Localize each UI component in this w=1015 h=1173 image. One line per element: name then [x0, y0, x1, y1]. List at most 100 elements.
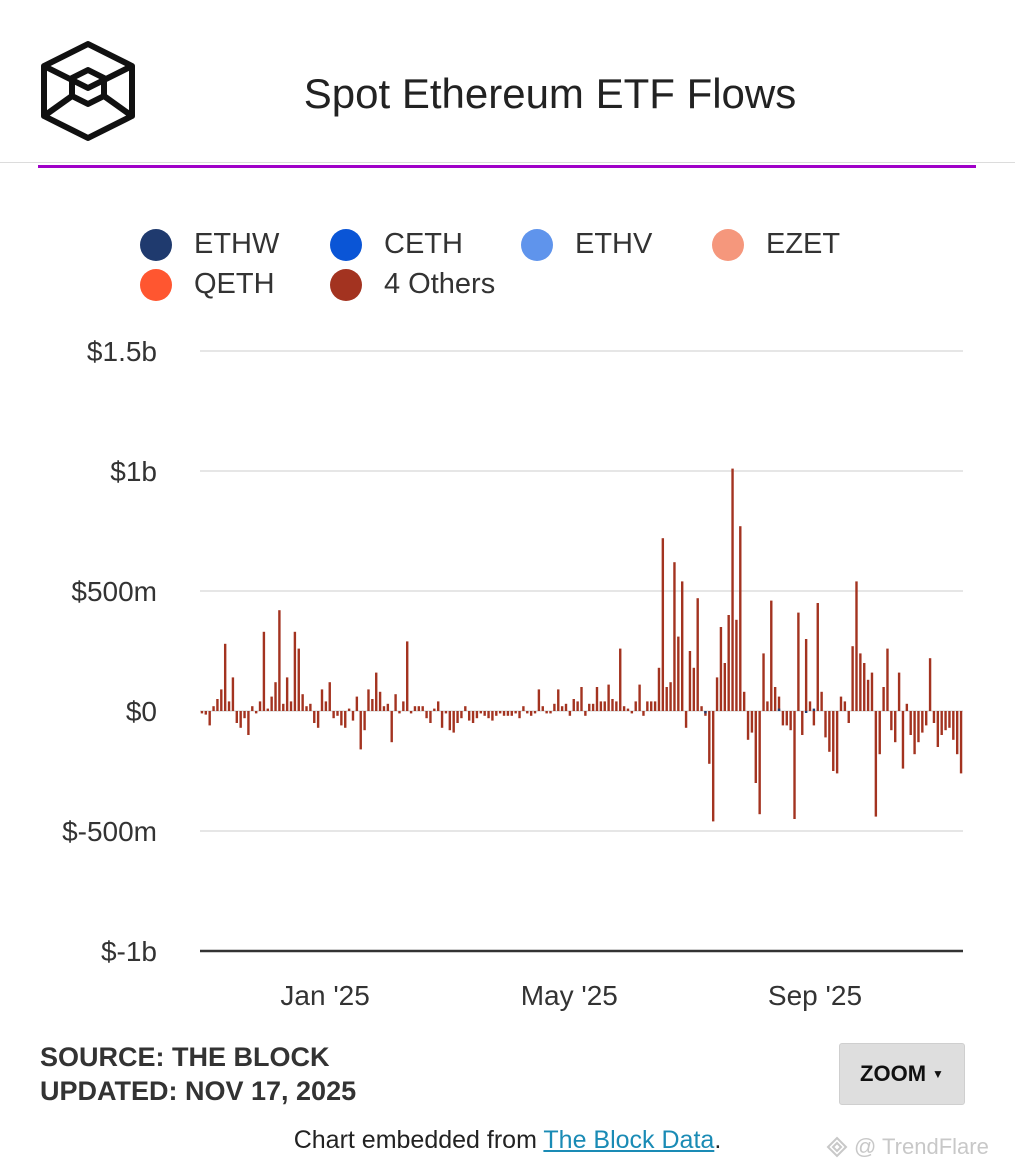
bar-others — [890, 711, 893, 731]
bar-others — [495, 711, 498, 716]
bar-others — [332, 711, 335, 719]
zoom-button[interactable]: ZOOM ▼ — [839, 1043, 965, 1105]
bar-others — [243, 711, 246, 719]
bar-others — [568, 711, 572, 716]
bar-others — [254, 711, 258, 714]
bar-others — [274, 682, 277, 711]
bar-ethw — [812, 708, 816, 711]
y-tick-label: $1.5b — [87, 336, 157, 367]
legend-marker — [140, 268, 172, 301]
bar-others — [359, 711, 362, 750]
legend-label: QETH — [194, 268, 275, 300]
bar-others — [940, 711, 943, 735]
bar-others — [952, 711, 955, 740]
bar-others — [684, 711, 688, 728]
bar-others — [409, 711, 413, 714]
legend-marker — [140, 228, 172, 261]
bar-others — [406, 641, 409, 711]
bar-others — [777, 696, 781, 711]
updated-text: UPDATED: NOV 17, 2025 — [40, 1076, 357, 1106]
bar-others — [843, 701, 847, 711]
bar-others — [533, 711, 537, 714]
source-block: SOURCE: THE BLOCK UPDATED: NOV 17, 2025 — [40, 1040, 356, 1108]
bar-others — [700, 706, 703, 711]
bar-others — [375, 672, 378, 711]
bar-others — [611, 699, 614, 711]
bar-others — [773, 687, 777, 711]
bar-others — [444, 711, 448, 714]
bar-others — [526, 711, 529, 714]
bar-others — [622, 706, 626, 711]
embed-prefix: Chart embedded from — [293, 1126, 544, 1154]
bar-others — [646, 701, 649, 711]
bar-others — [464, 706, 467, 711]
embed-suffix: . — [714, 1126, 722, 1154]
bar-others — [270, 696, 273, 711]
x-tick-label: Sep '25 — [768, 980, 862, 1011]
legend-marker — [330, 228, 362, 261]
flows-bar-chart[interactable]: $1.5b $1b $500m $0 $-500m $-1b Jan '25 May '25 S… — [0, 330, 1015, 1020]
bar-others — [619, 648, 622, 711]
legend-item-others[interactable]: 4 Others — [330, 268, 495, 301]
bar-others — [301, 694, 304, 711]
bar-others — [921, 711, 924, 733]
bar-others — [351, 711, 355, 721]
bar-others — [727, 615, 730, 711]
bar-others — [742, 691, 746, 711]
bar-others — [266, 708, 269, 711]
bar-ethw — [704, 711, 707, 714]
bar-others — [932, 711, 936, 723]
legend-marker — [712, 228, 744, 261]
bar-others — [378, 691, 382, 711]
bar-others — [828, 711, 831, 752]
bar-others — [413, 706, 417, 711]
bar-others — [955, 711, 959, 755]
bar-others — [715, 677, 719, 711]
bar-others — [657, 667, 661, 711]
bar-others — [855, 581, 858, 711]
bar-others — [785, 711, 788, 726]
chart-title: Spot Ethereum ETF Flows — [303, 70, 797, 117]
bar-others — [928, 658, 932, 711]
watermark-text: @ TrendFlare — [854, 1134, 989, 1159]
bar-others — [514, 711, 517, 714]
bar-others — [313, 711, 316, 723]
bar-others — [839, 696, 843, 711]
bar-others — [328, 682, 331, 711]
bar-others — [781, 711, 785, 726]
bar-others — [537, 689, 541, 711]
bar-others — [688, 651, 692, 711]
bar-others — [529, 711, 533, 716]
x-tick-label: May '25 — [521, 980, 618, 1011]
bar-others — [669, 682, 672, 711]
bar-others — [382, 706, 386, 711]
bar-others — [487, 711, 490, 719]
legend-item-qeth[interactable]: QETH — [140, 268, 275, 301]
y-tick-label: $0 — [126, 696, 157, 727]
bar-others — [603, 701, 606, 711]
bar-others — [863, 663, 866, 711]
legend-item-ethw[interactable]: ETHW — [140, 228, 279, 261]
bar-others — [696, 598, 699, 711]
bar-others — [886, 648, 889, 711]
bar-others — [220, 689, 223, 711]
legend-item-ethv[interactable]: ETHV — [521, 228, 652, 261]
bar-others — [282, 703, 285, 711]
legend-item-ezet[interactable]: EZET — [712, 228, 840, 261]
embed-credit: Chart embedded from The Block Data. — [0, 1126, 1015, 1155]
legend-label: 4 Others — [384, 268, 496, 300]
the-block-data-link[interactable]: The Block Data — [543, 1126, 715, 1154]
legend-item-ceth[interactable]: CETH — [330, 228, 463, 261]
bar-others — [390, 711, 393, 743]
bar-others — [588, 703, 591, 711]
bar-others — [874, 711, 878, 817]
bar-others — [506, 711, 510, 716]
bar-others — [576, 701, 579, 711]
bar-others — [708, 711, 711, 764]
bar-others — [557, 689, 560, 711]
bar-others — [223, 643, 227, 711]
bar-others — [549, 711, 552, 714]
bar-others — [677, 636, 680, 711]
bar-others — [471, 711, 475, 723]
bar-others — [436, 701, 440, 711]
